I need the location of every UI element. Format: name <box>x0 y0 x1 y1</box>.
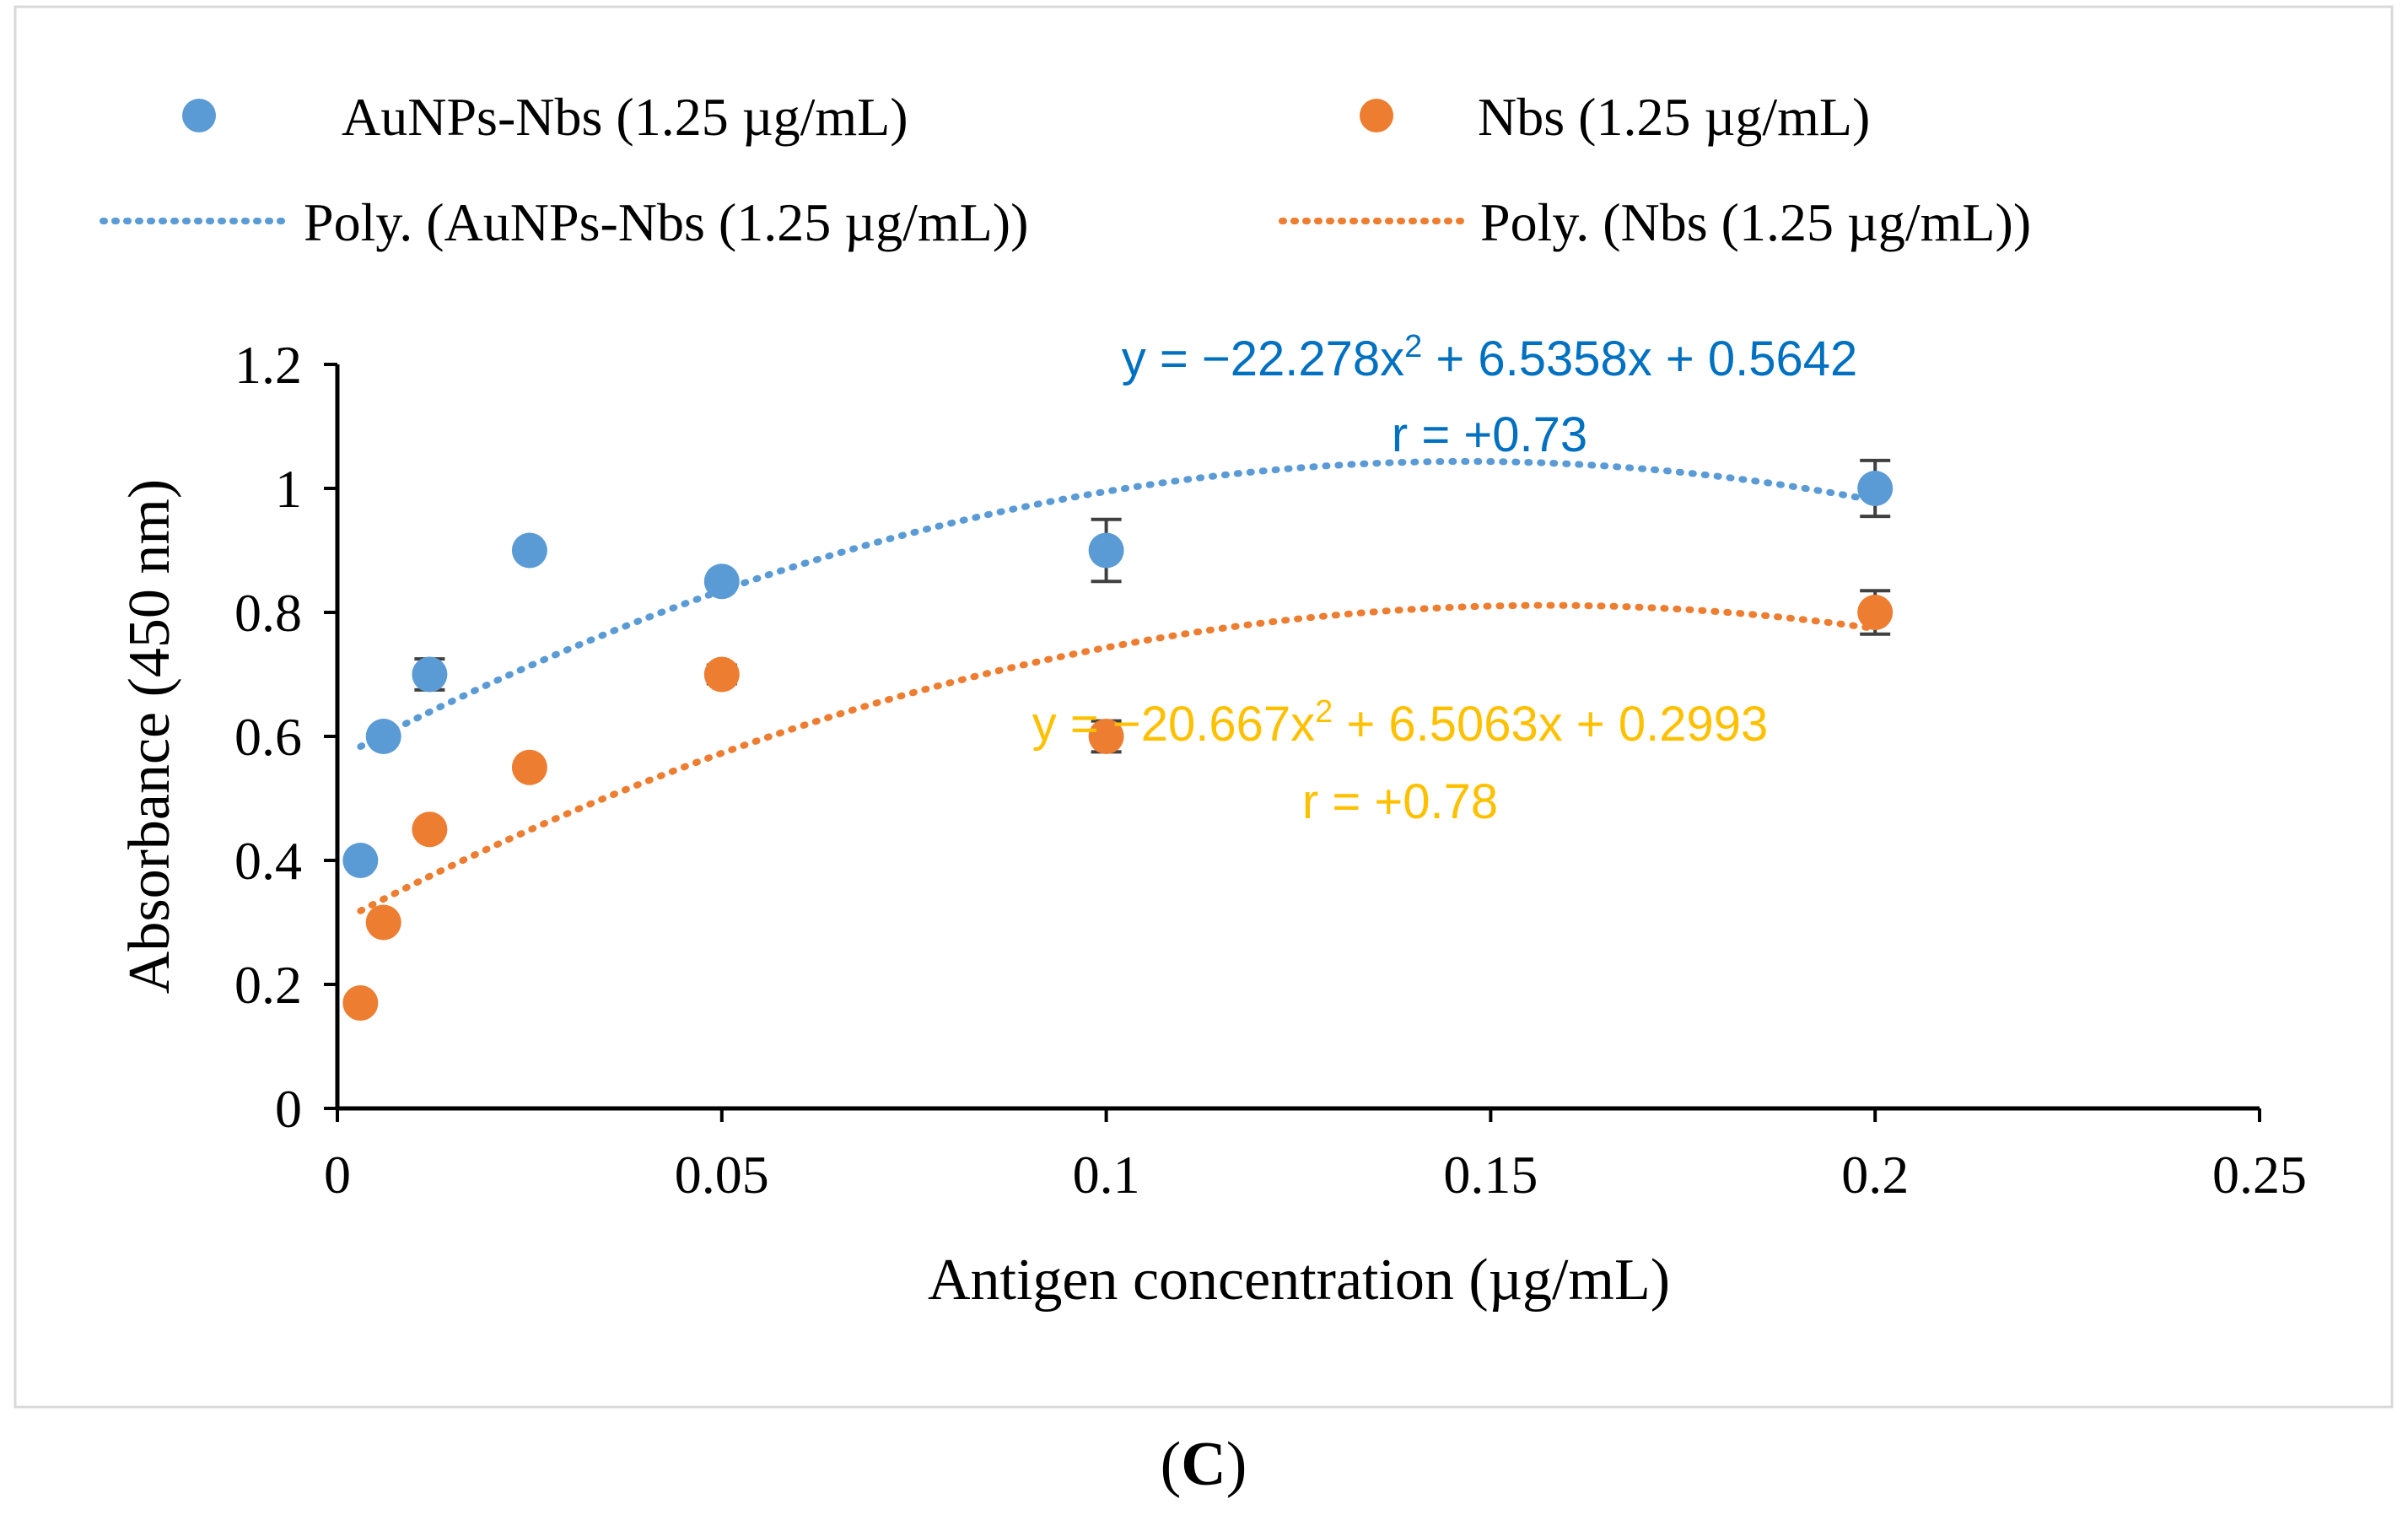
data-point-series-1 <box>511 532 547 569</box>
x-ticks: 0 0.05 0.1 0.15 0.2 0.25 <box>324 1108 2307 1205</box>
data-point-series-2 <box>1088 719 1124 754</box>
y-ticks: 0 0.2 0.4 0.6 0.8 1 1.2 <box>234 335 337 1139</box>
y-tick-label: 1 <box>275 459 302 519</box>
panel-label-close: ) <box>1226 1430 1247 1499</box>
data-points <box>342 471 1894 1022</box>
y-tick-label: 0.6 <box>234 707 302 767</box>
trend-1-equation: y = −22.278x2 + 6.5358x + 0.5642 <box>1122 329 1858 386</box>
trend-1-equation-main: y = −22.278x <box>1122 332 1404 386</box>
y-tick-label: 0.4 <box>234 831 302 891</box>
trend-1-equation-exp: 2 <box>1404 329 1422 364</box>
trendline-2 <box>357 601 1879 914</box>
x-tick-label: 0.1 <box>1073 1145 1140 1205</box>
y-axis-label: Absorbance (450 nm) <box>117 479 182 994</box>
legend-marker-series-2 <box>1360 99 1393 132</box>
data-point-series-1 <box>365 719 401 754</box>
chart-frame <box>13 5 2394 1409</box>
x-tick-label: 0.05 <box>675 1145 769 1205</box>
legend-label-trend-1: Poly. (AuNPs-Nbs (1.25 µg/mL)) <box>304 192 1028 252</box>
trend-1-equation-rest: + 6.5358x + 0.5642 <box>1422 332 1857 386</box>
y-tick-label: 0.8 <box>234 583 302 643</box>
legend: AuNPs-Nbs (1.25 µg/mL) Nbs (1.25 µg/mL) … <box>100 87 2031 252</box>
x-tick-label: 0.2 <box>1841 1145 1909 1205</box>
data-point-series-1 <box>1857 471 1894 506</box>
axes: 0 0.2 0.4 0.6 0.8 1 1.2 0 0.05 0.1 0.15 0.2 0.25 <box>234 335 2307 1205</box>
data-point-series-2 <box>703 656 740 693</box>
data-point-series-2 <box>365 904 401 941</box>
y-tick-label: 0.2 <box>234 955 302 1015</box>
trend-2-equation-main: y = −20.667x <box>1032 697 1315 752</box>
x-axis-label: Antigen concentration (µg/mL) <box>928 1248 1670 1313</box>
legend-marker-series-1 <box>182 99 216 132</box>
panel-label: (C) <box>1161 1430 1247 1499</box>
data-point-series-1 <box>412 656 448 693</box>
data-point-series-1 <box>703 563 740 600</box>
legend-label-series-1: AuNPs-Nbs (1.25 µg/mL) <box>342 87 908 147</box>
y-tick-label: 1.2 <box>234 335 302 395</box>
data-point-series-1 <box>342 843 379 878</box>
legend-label-series-2: Nbs (1.25 µg/mL) <box>1478 87 1870 147</box>
x-tick-label: 0.15 <box>1443 1145 1538 1205</box>
panel-label-letter: C <box>1181 1430 1226 1499</box>
trend-2-equation: y = −20.667x2 + 6.5063x + 0.2993 <box>1032 694 1769 752</box>
data-point-series-1 <box>1088 532 1124 569</box>
trend-1-r-label: r = +0.73 <box>1392 407 1587 462</box>
panel-label-open: ( <box>1161 1430 1182 1499</box>
data-point-series-2 <box>511 749 547 785</box>
trend-2-equation-rest: + 6.5063x + 0.2993 <box>1333 697 1768 752</box>
legend-label-trend-2: Poly. (Nbs (1.25 µg/mL)) <box>1480 192 2031 252</box>
trendline-1 <box>357 457 1879 751</box>
data-point-series-2 <box>412 811 448 848</box>
data-point-series-2 <box>342 985 379 1022</box>
trendlines <box>357 457 1879 914</box>
y-tick-label: 0 <box>275 1079 302 1139</box>
x-tick-label: 0.25 <box>2212 1145 2307 1205</box>
x-tick-label: 0 <box>324 1145 351 1205</box>
trend-2-r-label: r = +0.78 <box>1302 774 1498 829</box>
data-point-series-2 <box>1857 595 1894 630</box>
trend-2-equation-exp: 2 <box>1315 694 1333 730</box>
